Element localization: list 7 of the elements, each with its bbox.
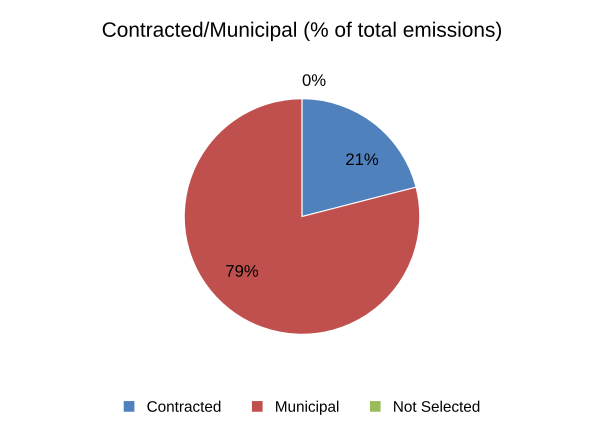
legend-label: Not Selected — [394, 400, 480, 412]
data-label: 21% — [346, 153, 378, 166]
chart-title: Contracted/Municipal (% of total emissions) — [102, 22, 502, 42]
data-label: 79% — [226, 265, 258, 277]
legend-label: Municipal — [276, 400, 338, 415]
legend-label: Contracted — [147, 400, 220, 412]
text: 0% — [302, 74, 326, 86]
